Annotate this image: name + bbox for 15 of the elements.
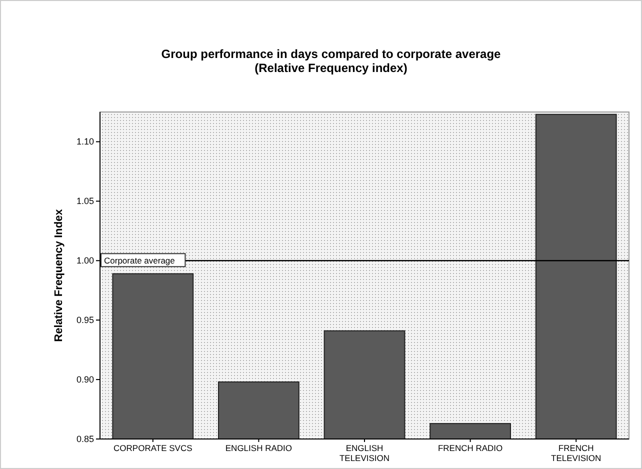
y-tick-label: 0.90 bbox=[76, 374, 94, 385]
chart-title: Group performance in days compared to corporate average bbox=[161, 47, 502, 61]
ref-line-label: Corporate average bbox=[104, 256, 176, 266]
chart-subtitle: (Relative Frequency index) bbox=[254, 61, 408, 75]
y-tick-label: 0.95 bbox=[76, 315, 94, 326]
x-tick-label: ENGLISH TELEVISION bbox=[339, 443, 390, 463]
x-tick-label: FRENCH TELEVISION bbox=[551, 443, 602, 463]
y-tick-label: 1.10 bbox=[76, 136, 94, 147]
y-tick-label: 0.85 bbox=[76, 434, 94, 444]
y-tick-label: 1.05 bbox=[76, 196, 94, 206]
y-tick-label: 1.00 bbox=[76, 256, 94, 266]
x-tick-label: FRENCH RADIO bbox=[438, 443, 504, 453]
y-axis-title: Relative Frequency Index bbox=[53, 208, 65, 342]
x-tick-label: CORPORATE SVCS bbox=[114, 443, 193, 453]
x-tick-label: ENGLISH RADIO bbox=[225, 443, 292, 453]
